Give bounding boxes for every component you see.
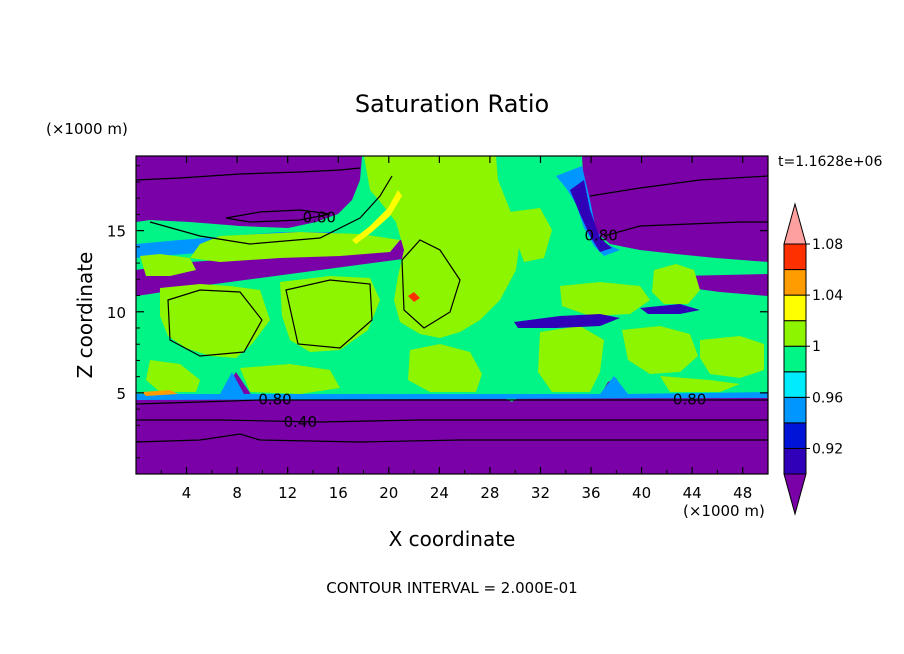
colorbar-label-2: 1 [812, 339, 821, 355]
contour-cloud-left [167, 289, 263, 357]
center-bottom-patch [408, 344, 482, 392]
colorbar-label-1: 0.96 [812, 390, 843, 406]
warm-accent-top [352, 190, 402, 244]
colorbar-swatch-8 [783, 269, 807, 296]
time-label: t=1.1628e+06 [778, 154, 882, 170]
x-tick-label-5: 24 [430, 484, 449, 502]
right-patch-2 [622, 326, 698, 374]
colorbar-label-0: 0.92 [812, 441, 843, 457]
contour-lower-2 [136, 419, 768, 423]
colorbar-over [783, 202, 807, 245]
colorbar-label-4: 1.08 [812, 237, 843, 253]
mid-thin-band [514, 314, 620, 328]
contour-label-0: 0.80 [303, 209, 336, 227]
left-bottom-patch [146, 360, 200, 392]
contour-interval-footer: CONTOUR INTERVAL = 2.000E-01 [326, 579, 577, 597]
x-tick-label-10: 44 [683, 484, 702, 502]
left-lower-patch [160, 284, 270, 358]
right-green-patch [652, 264, 700, 304]
y-axis: 5 10 15 [107, 165, 768, 459]
upper-green-band [190, 232, 400, 262]
right-patch-3 [700, 336, 764, 378]
right-thin-band [640, 304, 700, 314]
bottom-edge-blue [136, 372, 768, 400]
y-unit-label: (×1000 m) [46, 120, 128, 138]
x-tick-label-0: 4 [182, 484, 192, 502]
y-tick-label-0: 5 [116, 385, 126, 403]
right-lower-shelf [660, 376, 740, 392]
colorbar-swatch-7 [783, 294, 807, 322]
x-tick-label-9: 40 [632, 484, 651, 502]
contour-label-4: 0.40 [284, 413, 317, 431]
colorbar-swatch-4 [783, 371, 807, 398]
left-green-patch [140, 254, 196, 276]
plot-area [136, 156, 768, 474]
x-axis-label: X coordinate [389, 527, 516, 551]
upper-left-dry-region [136, 156, 362, 228]
x-axis: 4 8 12 16 20 24 28 32 36 40 44 48 [160, 156, 752, 502]
x-tick-label-3: 16 [329, 484, 348, 502]
mid-dry-band [136, 238, 470, 296]
upper-right-dry-region [582, 156, 768, 262]
right-mid-band [680, 274, 768, 296]
contour-label-3: 0.80 [673, 390, 706, 408]
colorbar-swatch-9 [783, 243, 807, 271]
left-mid-patch [280, 276, 380, 352]
y-tick-label-2: 15 [107, 223, 126, 241]
upper-right-edge-blue [570, 180, 612, 252]
contour-upper-left-2 [225, 209, 331, 223]
x-tick-label-7: 32 [531, 484, 550, 502]
contour-label-1: 0.80 [584, 227, 617, 245]
contour-upper-left [136, 167, 361, 181]
x-tick-label-11: 48 [733, 484, 752, 502]
y-axis-label: Z coordinate [73, 252, 97, 379]
chart-title: Saturation Ratio [355, 90, 549, 118]
contour-upper-right-2 [603, 221, 768, 237]
center-right-patch [538, 326, 604, 392]
contour-lower-3 [136, 433, 768, 443]
contour-upper-left-3 [149, 175, 393, 245]
contour-cloud-center [401, 239, 461, 329]
warm-accent-bottom [142, 390, 178, 396]
contour-lines [136, 167, 768, 443]
right-patch-1 [560, 282, 650, 316]
contour-label-2: 0.80 [258, 390, 291, 408]
x-tick-label-1: 8 [232, 484, 242, 502]
contour-labels: 0.80 0.80 0.80 0.80 0.40 [258, 209, 706, 431]
colorbar-under [783, 473, 807, 516]
contour-upper-right [589, 175, 768, 197]
colorbar-swatch-1 [783, 447, 807, 475]
x-tick-label-4: 20 [379, 484, 398, 502]
y-tick-label-1: 10 [107, 304, 126, 322]
left-lower-shelf [240, 364, 340, 394]
colorbar: 0.92 0.96 1 1.04 1.08 [783, 202, 843, 516]
x-tick-label-2: 12 [278, 484, 297, 502]
x-tick-label-6: 28 [480, 484, 499, 502]
colorbar-label-3: 1.04 [812, 288, 843, 304]
plot-frame [135, 155, 769, 475]
top-right-green [510, 208, 552, 262]
colorbar-swatch-6 [783, 320, 807, 347]
colorbar-swatch-5 [783, 345, 807, 373]
warm-dot [408, 292, 420, 302]
colorbar-swatch-2 [783, 422, 807, 449]
x-unit-label: (×1000 m) [683, 502, 765, 520]
x-tick-label-8: 36 [581, 484, 600, 502]
contour-lower-1 [136, 399, 768, 405]
colorbar-swatch-3 [783, 396, 807, 424]
contour-cloud-mid [285, 279, 373, 349]
